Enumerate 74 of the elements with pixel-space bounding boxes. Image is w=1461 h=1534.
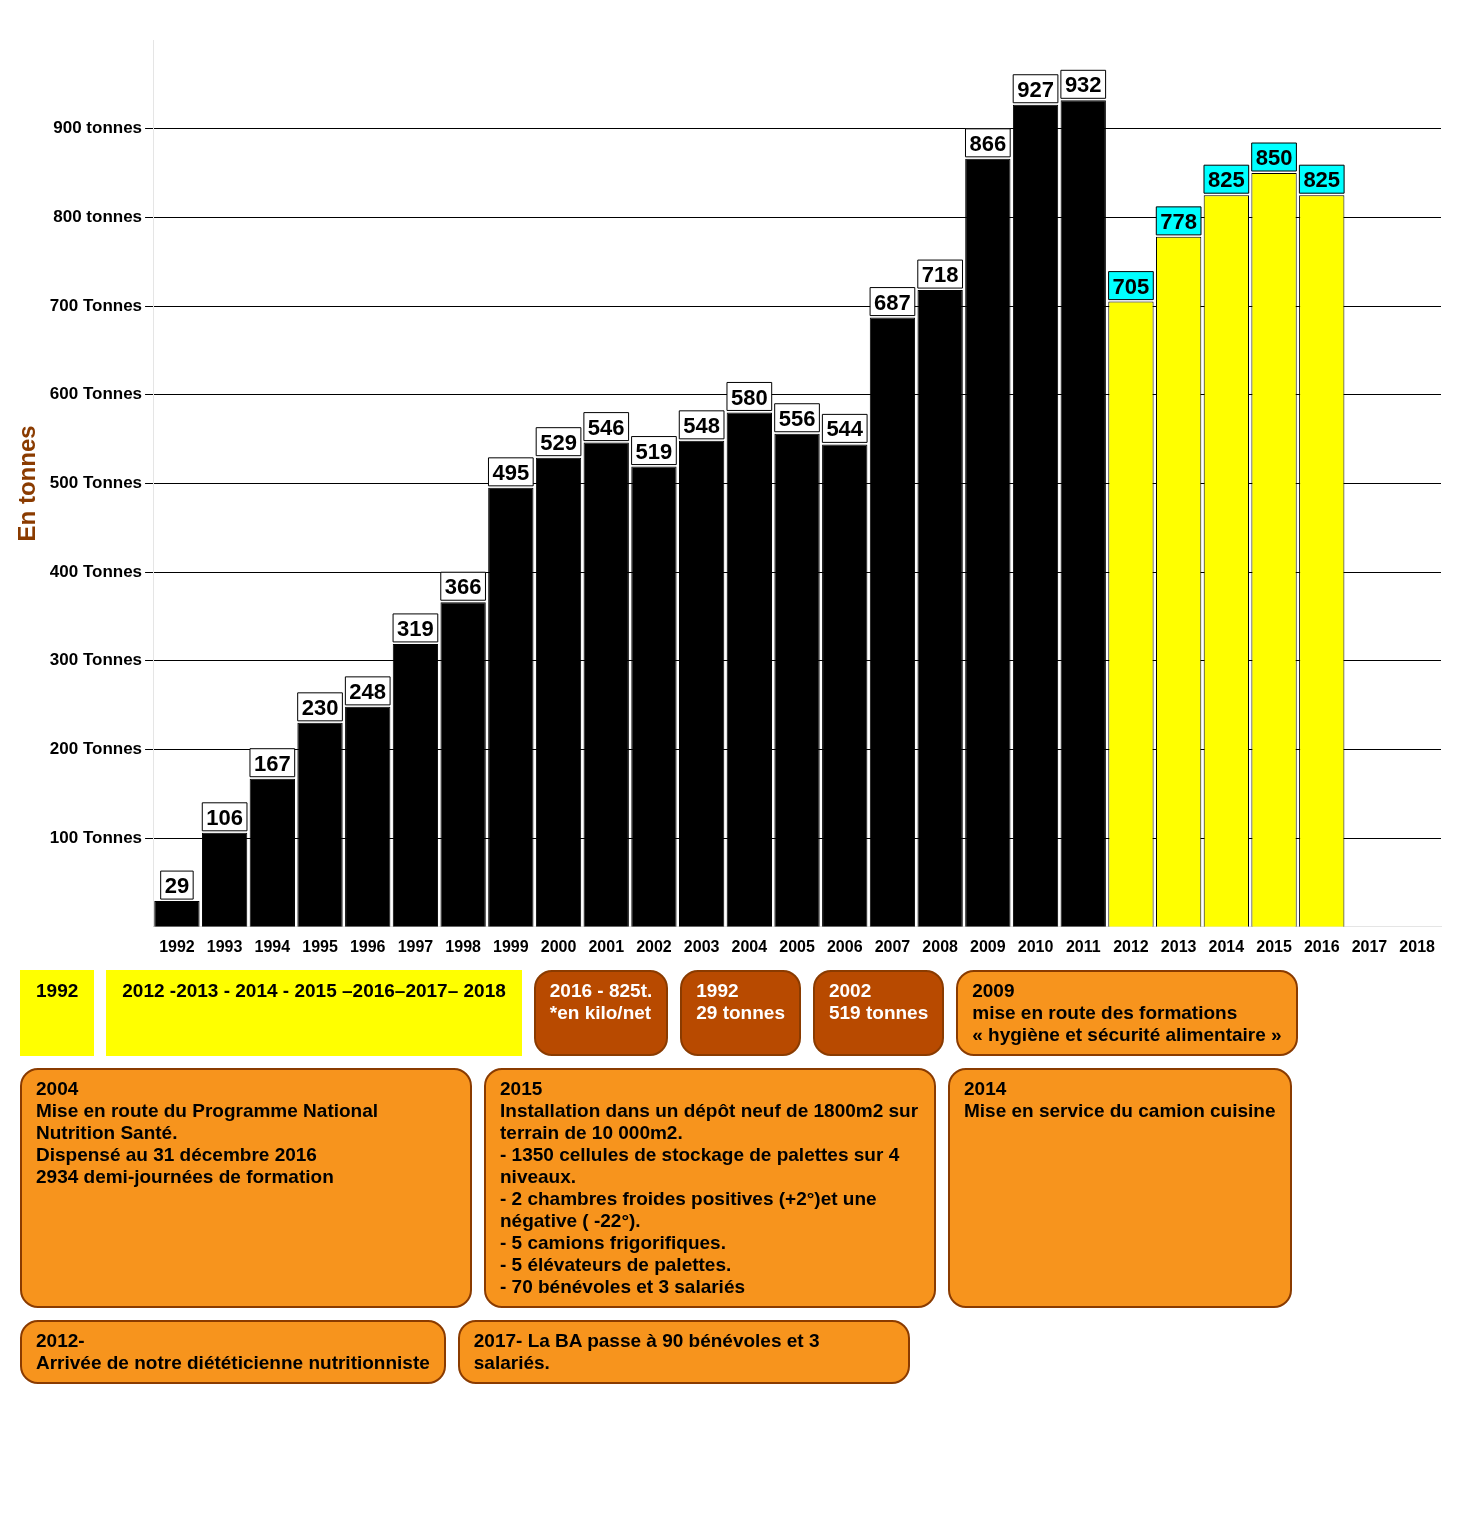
y-tick-label: 200 Tonnes xyxy=(49,739,143,759)
data-label: 495 xyxy=(492,459,530,485)
x-tick-label: 2008 xyxy=(922,937,959,955)
data-label: 106 xyxy=(206,804,243,830)
text: 2004 Mise en route du Programme National Nutrition Santé. Dispensé au 31 décembre 2016 2934 demi-journées de formation xyxy=(20,1068,472,1308)
data-label: 778 xyxy=(1160,208,1197,234)
x-tick-label: 1997 xyxy=(397,937,434,955)
x-tick-label: 2014 xyxy=(1208,937,1245,955)
text: 2016 - 825t. *en kilo/net xyxy=(533,970,669,1056)
x-tick-label: 1996 xyxy=(349,937,386,955)
text: 2014 Mise en service du camion cuisine xyxy=(948,1068,1292,1308)
x-tick-label: 2000 xyxy=(540,937,577,955)
data-label: 825 xyxy=(1207,167,1245,193)
x-tick-label: 2002 xyxy=(636,937,672,955)
data-label: 718 xyxy=(921,262,959,288)
data-label: 687 xyxy=(874,289,911,315)
text: 2002 519 tonnes xyxy=(812,970,945,1056)
x-tick-label: 2007 xyxy=(874,937,911,955)
data-label: 546 xyxy=(587,414,625,440)
data-label: 556 xyxy=(778,405,816,431)
data-label: 519 xyxy=(635,438,673,464)
x-tick-label: 2016 xyxy=(1303,937,1340,955)
data-label: 29 xyxy=(164,873,190,899)
x-tick-label: 2018 xyxy=(1399,937,1436,955)
y-tick-label: 900 tonnes xyxy=(53,118,143,138)
x-tick-label: 2003 xyxy=(683,937,720,955)
x-tick-label: 2015 xyxy=(1256,937,1292,955)
text: 2009 mise en route des formations « hygiène et sécurité alimentaire » xyxy=(956,970,1298,1056)
y-tick-label: 800 tonnes xyxy=(53,207,143,227)
x-tick-label: 2013 xyxy=(1160,937,1197,955)
data-label: 850 xyxy=(1255,145,1293,171)
x-tick-label: 2006 xyxy=(826,937,863,955)
y-tick-label: 600 Tonnes xyxy=(49,384,143,404)
data-label: 230 xyxy=(301,694,339,720)
data-label: 932 xyxy=(1064,72,1102,98)
x-tick-label: 1993 xyxy=(206,937,243,955)
text: 29 tonnes xyxy=(696,1002,785,1023)
y-tick-label: 300 Tonnes xyxy=(49,650,143,670)
data-label: 248 xyxy=(349,678,387,704)
y-tick-label: 100 Tonnes xyxy=(49,827,143,847)
x-tick-label: 1999 xyxy=(493,937,529,955)
text: 2015 Installation dans un dépôt neuf de 1800m2 sur terrain de 10 000m2. - 1350 cellules de stockage de palettes sur 4 niveaux. - 2 chambres froides positives (+2°)et une négative ( -22°). - 5 camions frigorifiques. - 5 élévateurs de palettes. - 70 bénévoles et 3 salariés xyxy=(500,1078,919,1297)
x-tick-label: 2011 xyxy=(1065,937,1101,955)
data-label: 825 xyxy=(1303,167,1341,193)
data-label: 580 xyxy=(730,384,768,410)
x-tick-label: 1992 xyxy=(159,937,195,955)
x-tick-label: 2017 xyxy=(1351,937,1388,955)
data-label: 366 xyxy=(444,574,482,600)
text: 1992 xyxy=(696,980,739,1001)
data-label: 529 xyxy=(540,429,577,455)
x-tick-label: 1994 xyxy=(254,937,291,955)
text: 2017- La BA passe à 90 bénévoles et 3 salariés. xyxy=(457,1320,910,1384)
x-tick-label: 2012 xyxy=(1113,937,1149,955)
text: 2012 -2013 - 2014 - 2015 –2016–2017– 2018 xyxy=(106,970,522,1056)
y-tick-label: 400 Tonnes xyxy=(49,561,143,581)
y-tick-label: 700 Tonnes xyxy=(49,295,143,315)
data-label: 705 xyxy=(1112,273,1150,299)
x-tick-label: 2010 xyxy=(1017,937,1054,955)
data-label: 927 xyxy=(1017,76,1054,102)
x-tick-label: 1995 xyxy=(302,937,338,955)
x-tick-label: 2004 xyxy=(731,937,768,955)
x-tick-label: 1998 xyxy=(445,937,482,955)
data-label: 866 xyxy=(969,130,1007,156)
text: 2012- Arrivée de notre diététicienne nutritionniste xyxy=(20,1320,446,1384)
data-label: 167 xyxy=(253,750,291,776)
x-tick-label: 2001 xyxy=(588,937,625,955)
text: 1992 xyxy=(36,980,79,1001)
x-tick-label: 2009 xyxy=(970,937,1006,955)
y-tick-label: 500 Tonnes xyxy=(49,473,143,493)
data-label: 544 xyxy=(826,416,864,442)
y-axis-title: En tonnes xyxy=(13,425,41,542)
data-label: 319 xyxy=(397,615,434,641)
x-tick-label: 2005 xyxy=(779,937,815,955)
data-label: 548 xyxy=(683,412,720,438)
